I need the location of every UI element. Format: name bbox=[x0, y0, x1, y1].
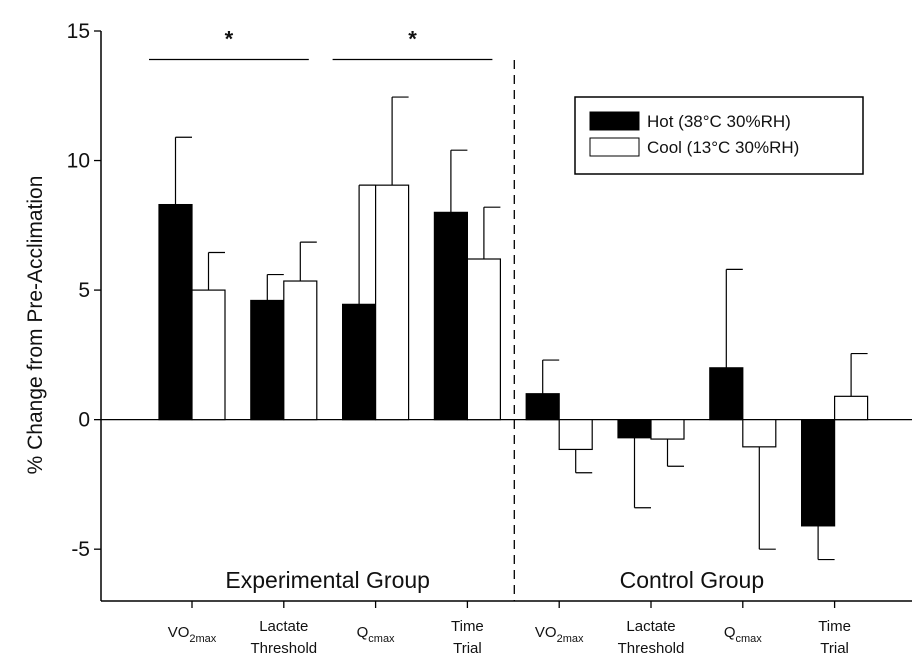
bar-cool bbox=[283, 280, 318, 421]
bar-cool bbox=[558, 419, 593, 451]
category-label: VO2max bbox=[535, 624, 584, 645]
bar-hot bbox=[800, 419, 836, 527]
group-label-control: Control Group bbox=[620, 567, 764, 593]
legend: Hot (38°C 30%RH) Cool (13°C 30%RH) bbox=[574, 96, 864, 175]
y-tick-label: 0 bbox=[78, 409, 90, 432]
bar-cool bbox=[833, 395, 869, 421]
bar-hot bbox=[617, 419, 652, 439]
bar-hot bbox=[709, 367, 744, 421]
category-label: Lactate bbox=[259, 618, 308, 635]
bar-cool bbox=[375, 184, 410, 421]
y-tick-label: 15 bbox=[67, 20, 90, 43]
bar-hot bbox=[342, 303, 377, 421]
legend-box bbox=[574, 96, 864, 175]
category-label: Threshold bbox=[618, 640, 685, 657]
error-bars bbox=[174, 96, 868, 561]
legend-label-cool: Cool (13°C 30%RH) bbox=[647, 138, 799, 157]
category-label: Threshold bbox=[250, 640, 317, 657]
bar-cool bbox=[466, 258, 501, 421]
significance-markers: * * bbox=[149, 27, 493, 61]
legend-swatch-hot bbox=[589, 111, 640, 131]
category-label: Time bbox=[451, 618, 484, 635]
category-label: Lactate bbox=[626, 618, 675, 635]
category-label: Qcmax bbox=[724, 624, 762, 645]
y-tick-label: 5 bbox=[78, 279, 90, 302]
legend-swatch-cool bbox=[589, 137, 640, 157]
category-label: Qcmax bbox=[357, 624, 395, 645]
group-label-experimental: Experimental Group bbox=[225, 567, 430, 593]
category-labels: Experimental Group Control Group VO2max Lac… bbox=[168, 567, 851, 657]
bar-cool bbox=[191, 289, 226, 421]
bar-hot bbox=[525, 393, 560, 421]
axes: -5 0 5 10 15 bbox=[67, 20, 912, 608]
bar-hot bbox=[433, 211, 468, 421]
bars bbox=[158, 184, 869, 527]
bar-cool bbox=[742, 419, 777, 448]
significance-star: * bbox=[225, 27, 234, 52]
y-axis-label: % Change from Pre-Acclimation bbox=[24, 176, 47, 475]
legend-label-hot: Hot (38°C 30%RH) bbox=[647, 112, 791, 131]
y-tick-label: -5 bbox=[71, 538, 90, 561]
bar-hot bbox=[250, 299, 285, 421]
category-label: Trial bbox=[820, 640, 849, 657]
category-label: Time bbox=[818, 618, 851, 635]
y-tick-label: 10 bbox=[67, 150, 90, 173]
bar-cool bbox=[650, 419, 685, 440]
bar-hot bbox=[158, 203, 193, 421]
category-label: Trial bbox=[453, 640, 482, 657]
significance-star: * bbox=[408, 27, 417, 52]
category-label: VO2max bbox=[168, 624, 217, 645]
